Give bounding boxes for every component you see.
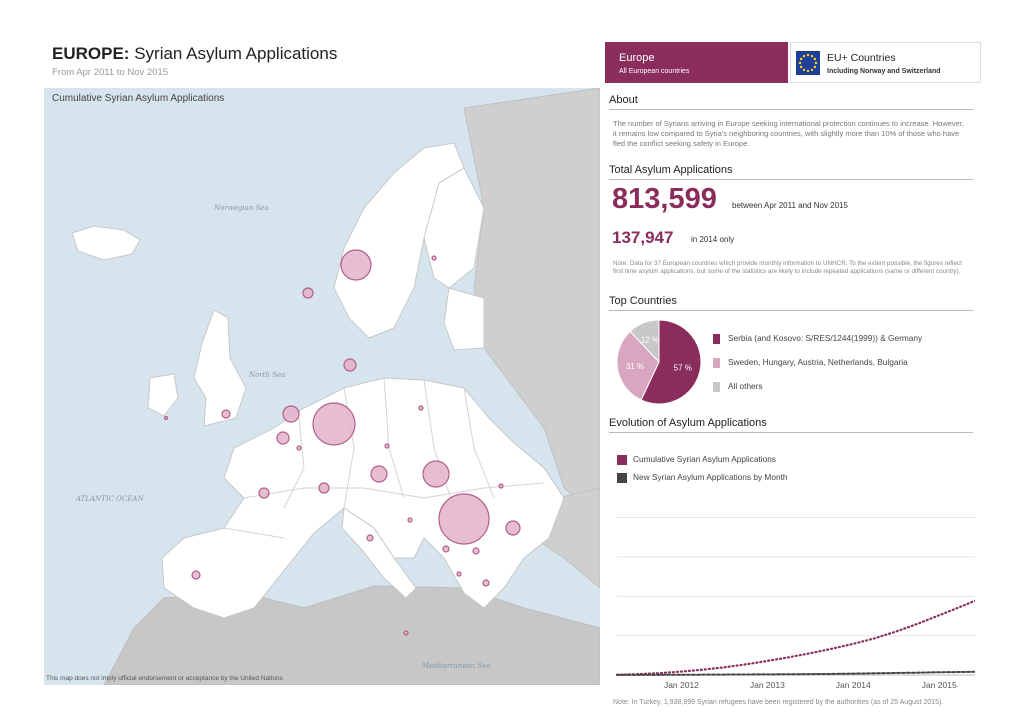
page-title: EUROPE: Syrian Asylum Applications (52, 44, 337, 64)
page-subtitle: From Apr 2011 to Nov 2015 (52, 67, 168, 78)
europe-map[interactable]: Cumulative Syrian Asylum Applications (44, 88, 600, 685)
year-number: 137,947 (612, 228, 674, 247)
x-tick-label: Jan 2015 (922, 680, 957, 690)
map-svg (44, 88, 600, 685)
total-label: between Apr 2011 and Nov 2015 (732, 201, 848, 210)
bubble-germany[interactable] (312, 402, 356, 446)
sea-label-atlantic: ATLANTIC OCEAN (76, 495, 144, 503)
bubble-croatia[interactable] (407, 517, 413, 523)
bubble-sweden[interactable] (340, 249, 372, 281)
series-line-1[interactable] (615, 599, 975, 676)
evolution-legend-cumulative: Cumulative Syrian Asylum Applications (617, 454, 776, 465)
x-tick-label: Jan 2013 (750, 680, 785, 690)
bubble-ukraine[interactable] (498, 483, 504, 489)
title-rest: Syrian Asylum Applications (129, 44, 338, 63)
total-number: 813,599 (612, 183, 717, 215)
bubble-montenegro[interactable] (442, 545, 450, 553)
tab-europe-label: Europe (619, 52, 655, 64)
top-countries-heading: Top Countries (609, 295, 973, 311)
bubble-spain[interactable] (191, 570, 201, 580)
turkey-note: Note: In Turkey, 1,938,999 Syrian refuge… (613, 699, 944, 706)
pie-legend-item-1: Serbia (and Kosovo: S/RES/1244(1999)) & … (713, 333, 922, 344)
year-label: in 2014 only (691, 235, 735, 244)
top-countries-pie[interactable]: 57 % 31 % 12 % (609, 312, 709, 412)
pie-legend-item-2: Sweden, Hungary, Austria, Netherlands, B… (713, 357, 908, 368)
sea-label-mediterranean: Mediterranean Sea (422, 662, 491, 670)
evolution-chart[interactable]: Jan 2012 Jan 2013 Jan 2014 Jan 2015 (609, 490, 975, 695)
bubble-switzerland[interactable] (318, 482, 330, 494)
bubble-netherlands[interactable] (282, 405, 300, 423)
bubble-belgium[interactable] (276, 431, 290, 445)
bubble-malta[interactable] (403, 630, 409, 636)
map-disclaimer: This map does not imply official endorse… (46, 675, 283, 682)
pie-label-3: 12 % (641, 335, 659, 344)
bubble-serbia[interactable] (438, 493, 490, 545)
bubble-hungary[interactable] (422, 460, 450, 488)
pie-legend-swatch-1 (713, 333, 720, 344)
bubble-uk[interactable] (221, 409, 231, 419)
bubble-italy[interactable] (366, 534, 374, 542)
pie-label-2: 31 % (626, 362, 644, 371)
about-heading: About (609, 94, 973, 110)
legend-label-monthly: New Syrian Asylum Applications by Month (633, 472, 788, 482)
x-tick-label: Jan 2014 (836, 680, 871, 690)
pie-legend-label-2: Sweden, Hungary, Austria, Netherlands, B… (728, 357, 908, 367)
bubble-finland[interactable] (431, 255, 437, 261)
tab-europe[interactable]: Europe All European countries (605, 42, 788, 83)
bubble-czech[interactable] (384, 443, 390, 449)
pie-label-1: 57 % (674, 363, 692, 372)
pie-legend-swatch-2 (713, 357, 720, 368)
page-header: EUROPE: Syrian Asylum Applications From … (44, 36, 600, 86)
legend-label-cumulative: Cumulative Syrian Asylum Applications (633, 454, 776, 464)
totals-heading: Total Asylum Applications (609, 164, 973, 180)
pie-legend-swatch-3 (713, 381, 720, 392)
sea-label-north: North Sea (249, 371, 286, 379)
bubble-bulgaria[interactable] (482, 579, 490, 587)
totals-note: Note: Data for 37 European countries whi… (613, 260, 962, 276)
pie-legend-label-1: Serbia (and Kosovo: S/RES/1244(1999)) & … (728, 333, 923, 343)
pie-slice-2[interactable] (616, 330, 660, 401)
tab-europe-sub: All European countries (619, 68, 690, 75)
bubble-luxembourg[interactable] (296, 445, 302, 451)
bubble-poland[interactable] (418, 405, 424, 411)
pie-slice-3[interactable] (629, 319, 660, 364)
evolution-legend-monthly: New Syrian Asylum Applications by Month (617, 472, 788, 483)
bubble-austria[interactable] (370, 465, 388, 483)
bubble-norway[interactable] (302, 287, 314, 299)
bubble-ireland[interactable] (163, 415, 169, 421)
x-tick-label: Jan 2012 (664, 680, 699, 690)
map-title: Cumulative Syrian Asylum Applications (52, 93, 225, 104)
bubble-romania[interactable] (505, 520, 521, 536)
evolution-heading: Evolution of Asylum Applications (609, 417, 973, 433)
tab-eu-sub: Including Norway and Switzerland (827, 68, 941, 75)
bubble-albania[interactable] (456, 571, 462, 577)
bubble-macedonia[interactable] (472, 547, 480, 555)
bubble-france[interactable] (258, 487, 270, 499)
bubble-denmark[interactable] (343, 358, 357, 372)
legend-swatch-cumulative (617, 454, 627, 465)
eu-flag-icon (796, 51, 820, 75)
tab-eu-countries[interactable]: EU+ Countries Including Norway and Switz… (790, 42, 981, 83)
pie-legend-item-3: All others (713, 381, 763, 392)
series-line-2[interactable] (616, 670, 975, 676)
about-text: The number of Syrians arriving in Europe… (613, 119, 965, 149)
sea-label-norwegian: Norwegian Sea (214, 204, 269, 212)
tab-eu-label: EU+ Countries (827, 52, 896, 64)
bubble-layer (163, 249, 521, 636)
title-bold: EUROPE: (52, 44, 130, 63)
pie-legend-label-3: All others (728, 381, 763, 391)
pie-slice-1[interactable] (640, 319, 702, 405)
legend-swatch-monthly (617, 472, 627, 483)
page: EUROPE: Syrian Asylum Applications From … (44, 36, 981, 706)
